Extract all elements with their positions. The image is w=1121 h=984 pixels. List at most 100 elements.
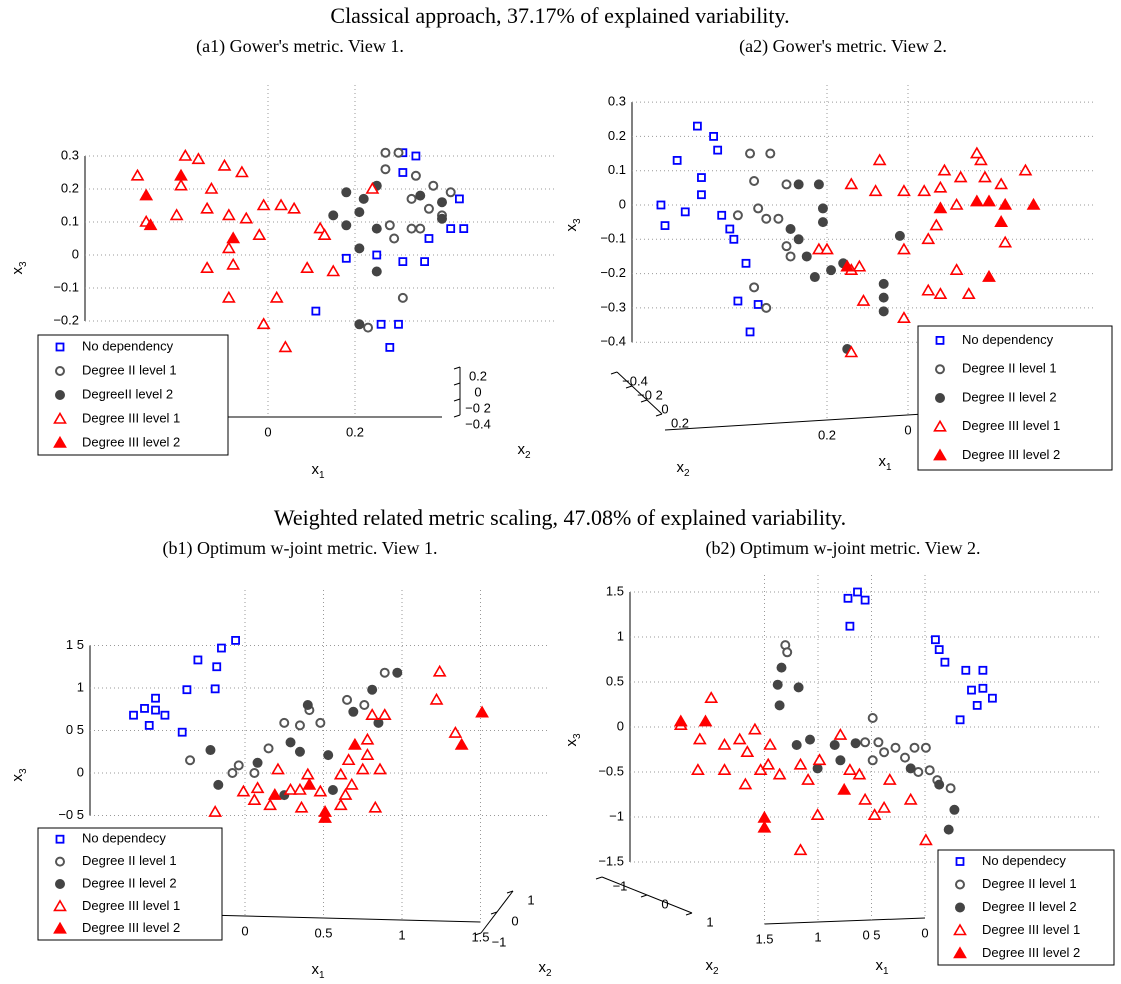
y-tick-label: −0 2 xyxy=(465,400,491,415)
z-tick-label: −0.1 xyxy=(600,231,626,246)
legend-label: Degree II level 1 xyxy=(82,853,177,868)
data-point xyxy=(772,767,787,780)
data-point xyxy=(263,743,274,754)
data-point xyxy=(315,717,326,728)
data-point xyxy=(810,808,825,820)
legend-box xyxy=(937,849,1115,966)
x-axis-label-sub: 1 xyxy=(886,462,892,473)
x-axis-label-main: x xyxy=(311,461,319,478)
legend-marker xyxy=(55,856,65,867)
data-point xyxy=(949,804,960,815)
data-point xyxy=(204,181,219,194)
data-point xyxy=(328,210,339,221)
data-point xyxy=(732,732,747,745)
y-axis-label-sub: 2 xyxy=(713,966,719,977)
data-point xyxy=(178,148,193,161)
y-tick-label: 0 xyxy=(511,913,518,928)
data-point xyxy=(878,292,889,303)
data-point xyxy=(221,241,236,254)
z-tick-label: 0.2 xyxy=(608,128,626,143)
data-point xyxy=(278,340,293,353)
data-point xyxy=(961,665,971,675)
y-tick xyxy=(453,382,461,386)
data-point xyxy=(717,763,732,775)
data-point xyxy=(741,258,751,268)
data-point xyxy=(763,737,777,750)
data-point xyxy=(974,153,988,166)
data-point xyxy=(302,777,317,790)
data-point xyxy=(961,287,976,299)
data-point xyxy=(185,755,196,766)
data-point xyxy=(454,737,469,750)
legend-box xyxy=(917,325,1113,471)
data-point xyxy=(294,720,305,731)
data-point xyxy=(250,781,265,794)
data-point xyxy=(355,762,370,775)
data-point xyxy=(840,259,855,272)
data-point xyxy=(393,147,404,158)
data-point xyxy=(263,798,278,811)
legend-marker xyxy=(955,857,965,866)
legend-marker xyxy=(955,879,965,890)
data-point xyxy=(300,261,315,273)
data-point xyxy=(236,784,251,797)
data-point xyxy=(432,664,447,677)
data-point xyxy=(709,131,718,141)
data-point xyxy=(793,757,808,770)
legend-marker xyxy=(55,834,65,844)
data-point xyxy=(793,682,804,693)
data-point xyxy=(271,762,285,775)
z-axis-label-main: x xyxy=(563,224,580,232)
data-point xyxy=(313,221,328,234)
data-point xyxy=(858,792,872,805)
panel: (b1) Optimum w-joint metric. View 1. 1 5 1… xyxy=(9,538,552,981)
data-point xyxy=(697,190,706,200)
data-point xyxy=(326,264,341,277)
x-axis-label-sub: 1 xyxy=(319,970,325,981)
data-point xyxy=(713,145,723,155)
y-tick-label: −0.4 xyxy=(622,373,648,388)
legend-marker xyxy=(955,902,965,913)
data-point xyxy=(749,282,760,293)
x-tick-label: 0 xyxy=(904,422,911,437)
z-tick-label: 0.3 xyxy=(608,94,626,109)
data-point xyxy=(924,765,935,776)
data-point xyxy=(850,738,861,749)
data-point xyxy=(937,163,952,176)
z-axis-label-sub: 3 xyxy=(572,733,583,739)
data-point xyxy=(429,692,444,705)
legend-marker xyxy=(933,419,947,432)
data-point xyxy=(415,190,426,201)
x-tick-label: 0 xyxy=(264,424,271,439)
data-point xyxy=(801,773,815,785)
data-point xyxy=(193,655,203,665)
data-point xyxy=(372,250,382,260)
y-tick xyxy=(685,912,693,916)
y-tick-label: 0.2 xyxy=(469,368,487,383)
y-axis-label: x2 xyxy=(517,441,531,461)
data-point xyxy=(380,164,391,175)
legend-label: DegreeII level 2 xyxy=(82,386,173,401)
data-point xyxy=(293,782,307,795)
data-point xyxy=(826,265,837,276)
legend-label: Degree II level 1 xyxy=(982,876,1077,891)
data-point xyxy=(994,215,1009,227)
data-point xyxy=(785,224,796,235)
data-point xyxy=(782,647,793,658)
legend-marker xyxy=(53,899,67,912)
data-point xyxy=(1018,163,1033,176)
data-point xyxy=(740,745,755,757)
y-tick-label: −1 xyxy=(492,934,507,949)
data-point xyxy=(174,178,188,191)
data-point xyxy=(852,767,867,780)
data-point xyxy=(903,792,918,805)
data-point xyxy=(998,197,1013,210)
y-tick-label: −1 xyxy=(613,878,628,893)
data-point xyxy=(169,208,184,221)
y-tick-label: 0.2 xyxy=(671,415,689,430)
data-point xyxy=(717,210,727,220)
data-point xyxy=(368,800,383,813)
y-axis xyxy=(616,371,663,415)
data-point xyxy=(817,217,828,228)
data-point xyxy=(348,706,359,717)
